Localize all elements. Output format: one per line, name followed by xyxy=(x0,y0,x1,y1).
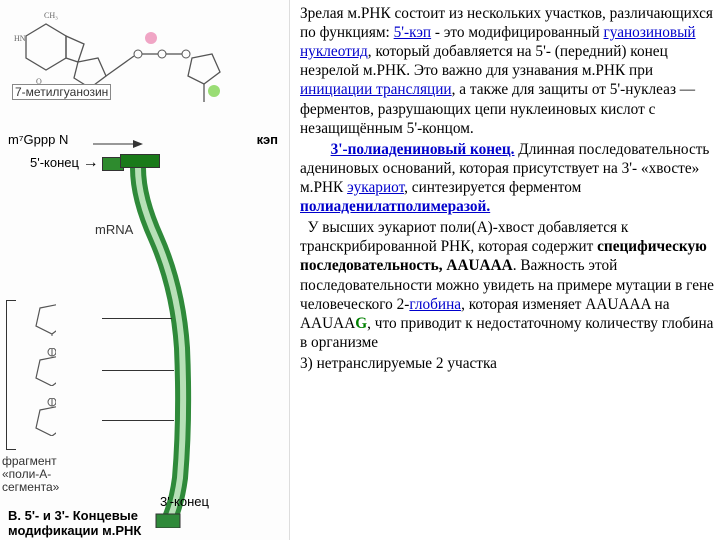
five-prime-label: 5'-конец xyxy=(30,155,79,170)
bottom-caption: В. 5'- и 3'- Концевыемодификации м.РНК xyxy=(8,508,141,538)
connector-3 xyxy=(102,420,174,421)
paragraph-3: У высших эукариот поли(А)-хвост добавляе… xyxy=(300,218,714,352)
diagram-panel: CH₃ HN O 7-метилгуанозин m⁷Gppp N кэп 5'… xyxy=(0,0,290,540)
ade-fragment-1: Ade OH xyxy=(14,298,124,341)
p1b: - это модифицированный xyxy=(431,24,603,41)
connector-2 xyxy=(102,370,174,371)
three-prime-end: 3'-конец xyxy=(160,494,209,509)
connector-1 xyxy=(102,318,172,319)
eukaryote-link: эукариот xyxy=(347,179,404,196)
svg-text:CH₃: CH₃ xyxy=(44,11,58,20)
cap-green-block xyxy=(120,154,160,168)
methylguanosine-label: 7-метилгуанозин xyxy=(12,84,111,100)
globin-link: глобина xyxy=(409,296,461,313)
mrna-label: mRNA xyxy=(95,222,133,237)
paragraph-1: Зрелая м.РНК состоит из нескольких участ… xyxy=(300,4,714,138)
cap-word: кэп xyxy=(257,132,278,147)
top-molecule: CH₃ HN O 7-метилгуанозин xyxy=(6,6,276,116)
fragment-label: фрагмент«поли-А-сегмента» xyxy=(2,455,59,495)
mutated-g: G xyxy=(355,315,367,332)
p3a: У высших эукариот поли(А)-хвост добавляе… xyxy=(300,219,628,255)
paragraph-2: 3'-полиадениновый конец. Длинная последо… xyxy=(300,140,714,216)
paragraph-4: 3) нетранслируемые 2 участка xyxy=(300,354,714,373)
svg-text:HN: HN xyxy=(14,34,26,43)
initiation-link: инициации трансляции xyxy=(300,81,452,98)
text-panel: Зрелая м.РНК состоит из нескольких участ… xyxy=(290,0,720,540)
p2b: , синтезируется ферментом xyxy=(404,179,581,196)
five-cap-term: 5'-кэп xyxy=(394,24,431,41)
cap-formula: m⁷Gppp N xyxy=(8,132,68,147)
poly-a-term: 3'-полиадениновый конец. xyxy=(331,141,515,158)
polymerase-term: полиаденилатполимеразой. xyxy=(300,198,490,215)
cap-row: m⁷Gppp N кэп xyxy=(8,132,278,154)
